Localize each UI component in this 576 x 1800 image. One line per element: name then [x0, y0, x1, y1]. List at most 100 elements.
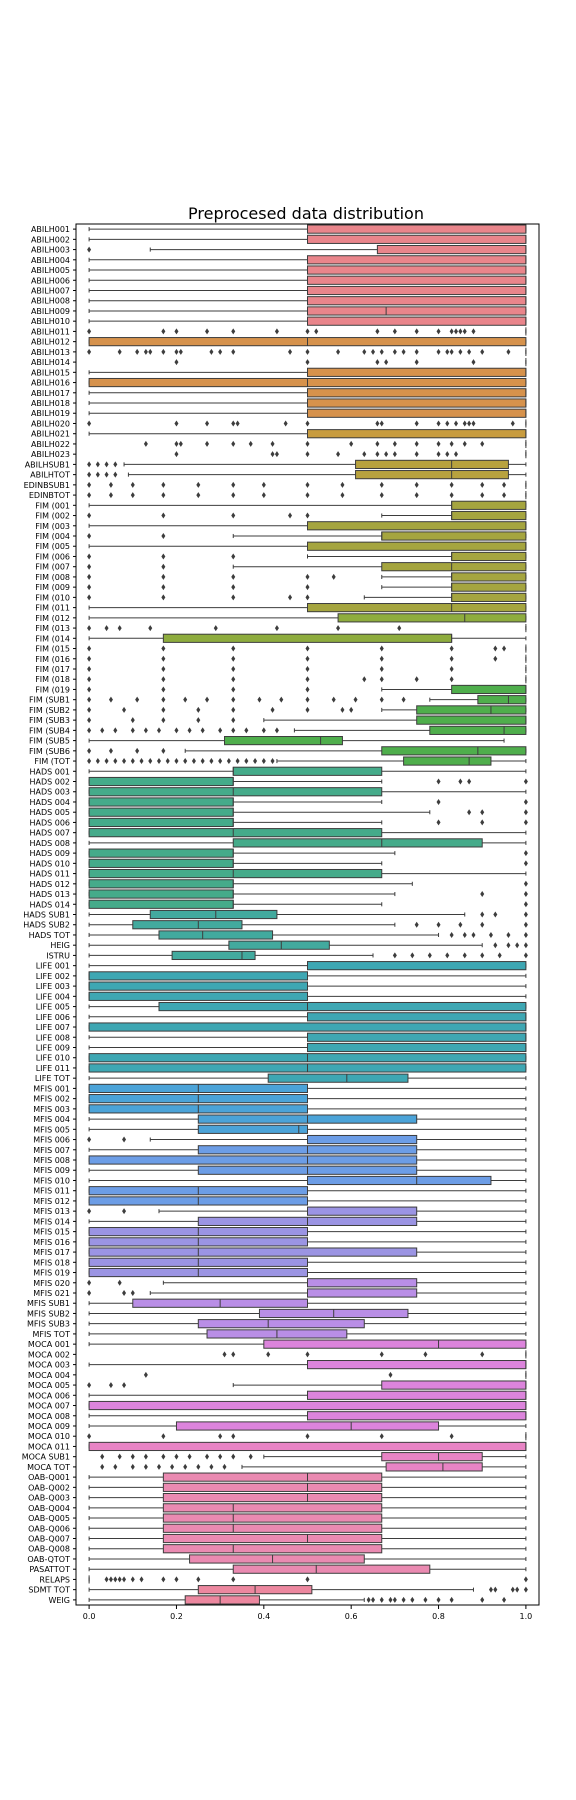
category-label: HEIG [50, 941, 70, 950]
box-group [87, 684, 527, 695]
outlier-point [209, 348, 214, 355]
category-label: ABILH022 [31, 440, 70, 449]
outlier-point [87, 461, 92, 468]
box-group [88, 1022, 527, 1032]
box-group [87, 1278, 527, 1288]
outlier-point [305, 696, 310, 703]
box-group [88, 500, 527, 510]
outlier-point [480, 911, 485, 918]
outlier-point [497, 952, 502, 959]
box-group [87, 695, 527, 705]
category-label: FIM (006 [35, 552, 70, 561]
outlier-point [480, 819, 485, 826]
outlier-point [122, 1136, 127, 1143]
outlier-point [458, 778, 463, 785]
box [307, 285, 527, 296]
outlier-point [178, 440, 183, 447]
box-group [174, 450, 527, 459]
box-group [88, 603, 527, 613]
outlier-point [379, 492, 384, 499]
outlier-point [130, 1576, 135, 1583]
outlier-point [458, 328, 463, 335]
outlier-point [379, 665, 384, 672]
box [307, 255, 527, 265]
box-group [87, 715, 527, 725]
outlier-point [379, 1433, 384, 1440]
category-label: HADS 013 [29, 890, 70, 899]
outlier-point [493, 655, 498, 662]
category-label: ABILH011 [31, 327, 70, 336]
box [451, 510, 527, 521]
category-label: LIFE 006 [36, 1013, 70, 1022]
category-label: MFIS 013 [33, 1207, 70, 1216]
box [381, 1380, 527, 1390]
outlier-point [174, 758, 179, 765]
outlier-point [87, 676, 92, 683]
outlier-point [305, 492, 310, 499]
outlier-point [502, 1596, 507, 1603]
outlier-point [467, 809, 472, 816]
outlier-point [375, 451, 380, 458]
box [307, 1390, 527, 1400]
box-group [87, 746, 527, 756]
box-group [88, 1482, 527, 1492]
outlier-point [449, 1433, 454, 1440]
box [88, 981, 308, 991]
box [88, 1022, 527, 1032]
outlier-point [161, 492, 166, 499]
category-label: MFIS 017 [33, 1248, 70, 1257]
outlier-point [261, 727, 266, 734]
box [171, 950, 256, 961]
outlier-point [117, 1279, 122, 1286]
outlier-point [305, 686, 310, 693]
outlier-point [523, 891, 528, 898]
outlier-point [130, 1463, 135, 1470]
outlier-point [305, 676, 310, 683]
outlier-point [205, 696, 210, 703]
outlier-point [130, 1453, 135, 1460]
outlier-point [414, 451, 419, 458]
category-label: FIM (012 [35, 614, 70, 623]
outlier-point [117, 1453, 122, 1460]
outlier-point [305, 1351, 310, 1358]
outlier-point [462, 328, 467, 335]
box-group [88, 541, 527, 551]
outlier-point [135, 348, 140, 355]
category-label: MFIS 018 [33, 1258, 70, 1267]
box-group [88, 613, 527, 623]
outlier-point [384, 451, 389, 458]
box [162, 1492, 383, 1503]
category-label: OAB-Q005 [28, 1514, 70, 1523]
category-label: MOCA 003 [28, 1361, 70, 1370]
outlier-point [401, 1596, 406, 1603]
box-group [87, 1288, 527, 1298]
outlier-point [231, 727, 236, 734]
outlier-point [231, 706, 236, 713]
outlier-point [379, 655, 384, 662]
outlier-point [305, 706, 310, 713]
outlier-point [331, 573, 336, 580]
box [88, 1155, 418, 1165]
box [88, 817, 234, 828]
outlier-point [174, 1453, 179, 1460]
box [263, 1339, 527, 1349]
box [381, 531, 527, 541]
outlier-point [436, 451, 441, 458]
category-label: MOCA TOT [27, 1463, 70, 1472]
box-group [88, 367, 527, 377]
box [307, 521, 527, 531]
outlier-point [161, 584, 166, 591]
box [162, 1503, 383, 1513]
outlier-point [130, 1289, 135, 1296]
box-group [88, 930, 528, 940]
category-label: FIM (SUB5 [29, 737, 70, 746]
outlier-point [113, 1576, 118, 1583]
box-group [88, 306, 527, 316]
box-group [88, 429, 527, 439]
outlier-point [270, 440, 275, 447]
outlier-point [449, 1596, 454, 1603]
outlier-point [87, 1289, 92, 1296]
outlier-point [414, 492, 419, 499]
outlier-point [445, 451, 450, 458]
box [88, 899, 234, 909]
